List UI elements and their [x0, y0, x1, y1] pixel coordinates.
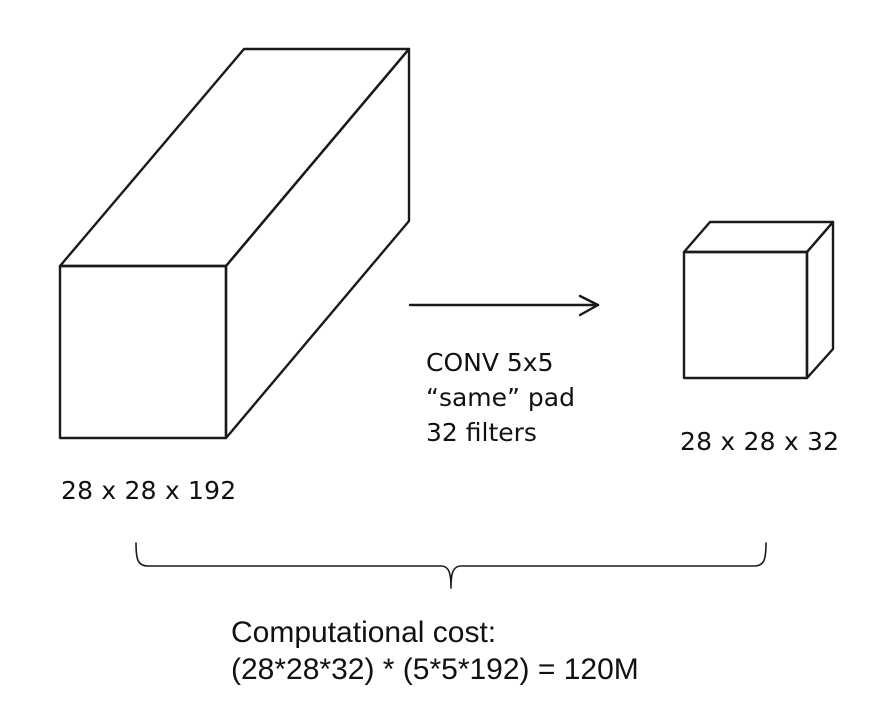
input-volume-front-face [58, 264, 228, 440]
output-volume-box [682, 220, 835, 380]
output-volume-dims-label: 28 x 28 x 32 [680, 427, 840, 456]
operation-padding-label: “same” pad [426, 383, 575, 412]
cost-brace [135, 542, 767, 589]
input-volume-box [58, 47, 411, 440]
input-volume-top-face [58, 47, 411, 268]
operation-kernel-label: CONV 5x5 [426, 348, 554, 377]
output-volume-side-face [805, 220, 835, 380]
input-volume-side-face [224, 47, 411, 440]
computational-cost: Computational cost: (28*28*32) * (5*5*19… [231, 614, 639, 688]
cost-title: Computational cost: [231, 616, 497, 649]
operation-arrow [408, 294, 600, 317]
output-volume-front-face [682, 250, 809, 380]
cost-formula: (28*28*32) * (5*5*192) = 120M [231, 653, 639, 686]
operation-description: CONV 5x5 “same” pad 32 filters [426, 345, 575, 450]
input-volume-dims-label: 28 x 28 x 192 [61, 476, 237, 505]
operation-filters-label: 32 filters [426, 418, 537, 447]
arrow-head [578, 294, 600, 317]
